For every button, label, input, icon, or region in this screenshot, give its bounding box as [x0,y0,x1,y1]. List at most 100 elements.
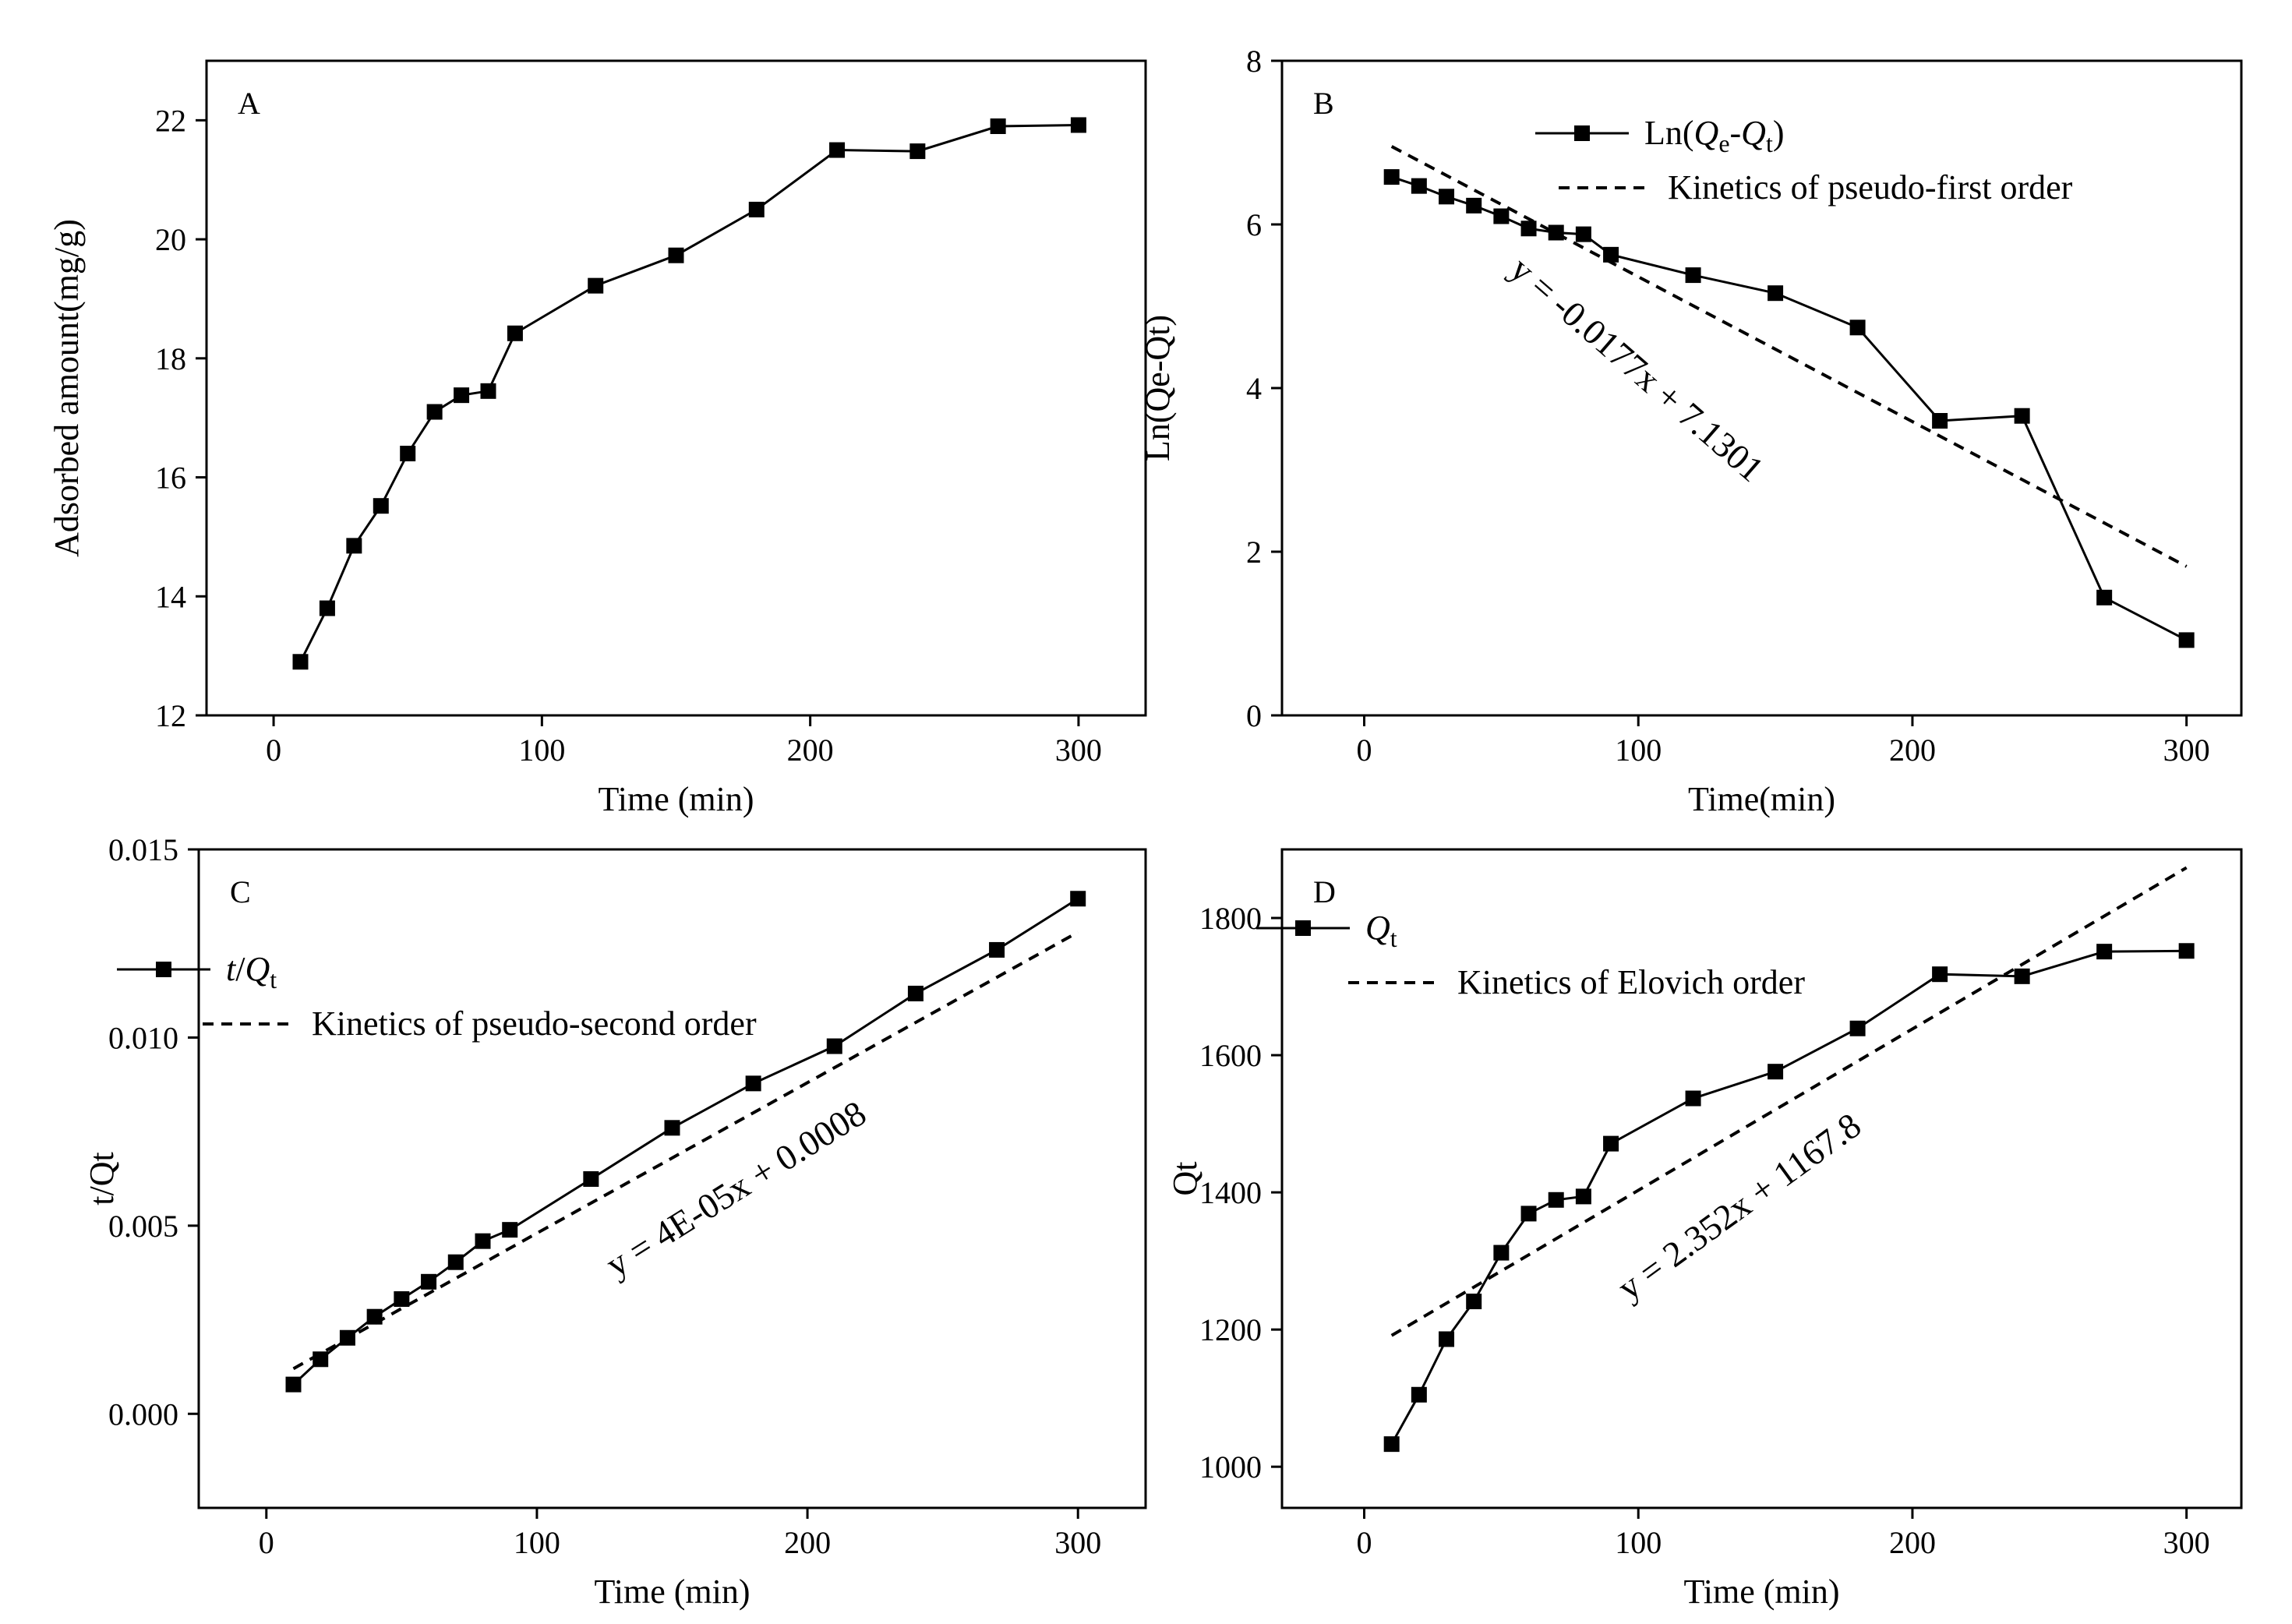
data-point [339,1329,355,1346]
legend-fit-label: Kinetics of pseudo-first order [1668,168,2073,207]
data-point [1493,1244,1510,1261]
plot-frame [205,59,1147,717]
data-point [480,383,496,399]
legend-label-part: e [1718,129,1729,157]
series-line [1390,949,2187,1445]
x-tick-label: 0 [259,1525,274,1560]
series-line [1391,175,2188,641]
x-tick-label: 300 [2163,1525,2210,1560]
data-point [909,143,926,160]
data-point [1493,208,1510,224]
x-tick-label: 0 [266,733,281,768]
data-point [745,1075,761,1092]
data-point [1439,1331,1455,1347]
data-point [1383,1436,1400,1453]
y-axis-label: t/Qt [83,1152,121,1205]
legend-label-part: Q [1694,114,1719,152]
y-tick-label: 4 [1246,371,1262,406]
y-tick-label: 1200 [1199,1312,1262,1347]
data-point [1575,226,1591,242]
panel-d: 0 100 200 300 1000 1200 1400 1600 1800 Time (min)… [1166,848,2243,1611]
data-point [366,1308,383,1325]
data-point [1575,1188,1591,1205]
data-point [1685,267,1701,284]
fit-equation: y = 2.352x + 1167.8 [1610,1105,1868,1308]
data-point [346,538,362,554]
data-point [1070,891,1086,907]
y-tick-label: 0 [1246,698,1262,733]
legend-series-label: t/Qt [226,950,277,994]
y-tick-label: 1000 [1199,1449,1262,1485]
data-point [475,1233,491,1249]
data-point [748,201,765,217]
data-point [1548,224,1564,241]
data-point [588,277,604,294]
y-tick-label: 8 [1246,44,1262,79]
legend-fit-label: Kinetics of Elovich order [1457,963,1805,1001]
x-tick-label: 0 [1357,1525,1372,1560]
y-tick-label: 1800 [1199,901,1262,936]
legend-label-part: Ln( [1644,114,1694,152]
x-tick-label: 200 [1889,733,1936,768]
data-point [1439,189,1455,205]
data-point [668,247,684,263]
data-point [664,1120,680,1136]
data-point [1070,117,1086,133]
data-point [1383,169,1400,185]
data-point [1768,285,1784,302]
x-tick-label: 200 [787,733,834,768]
legend-label-part: t [226,950,237,988]
legend-label-part: Q [1365,909,1390,947]
fit-line [292,930,1079,1371]
panel-letter: A [238,86,260,121]
legend-label-part: - [1730,114,1742,152]
x-tick-label: 300 [1054,1525,1101,1560]
legend-label-part: t [1390,924,1397,952]
data-point [1466,1294,1482,1310]
data-point [1520,1206,1537,1222]
data-point [373,498,389,514]
data-point [447,1254,464,1270]
x-tick-label: 300 [2163,733,2210,768]
x-tick-label: 100 [518,733,565,768]
y-tick-label: 2 [1246,535,1262,570]
data-point [1411,178,1427,194]
data-point [907,985,924,1001]
data-point [2014,408,2030,424]
x-axis-label: Time (min) [598,780,754,818]
legend-series-marker [1574,125,1590,141]
x-tick-label: 0 [1357,733,1372,768]
data-point [1603,246,1619,263]
legend-fit-label: Kinetics of pseudo-second order [312,1004,757,1043]
y-axis-label: Adsorbed amount(mg/g) [48,219,86,557]
x-tick-label: 300 [1055,733,1102,768]
y-axis-label: Ln(Qe-Qt) [1139,315,1177,461]
y-tick-label: 0.015 [108,832,178,867]
fit-equation: y = -0.0177x + 7.1301 [1503,249,1771,489]
data-point [454,387,470,404]
data-point [989,941,1005,958]
y-axis-label: Qt [1166,1162,1204,1196]
legend-label-part: Q [245,950,270,988]
legend-series-marker [156,962,171,977]
x-axis-label: Time(min) [1688,780,1835,818]
data-point [1932,413,1948,429]
x-axis-label: Time (min) [594,1573,750,1611]
legend-label-part: t [270,966,277,994]
y-tick-label: 14 [155,579,186,614]
data-point [1849,320,1866,336]
y-tick-label: 1400 [1199,1175,1262,1210]
x-tick-label: 100 [514,1525,560,1560]
data-point [507,325,523,341]
data-point [826,1038,842,1054]
y-tick-label: 0.000 [108,1396,178,1432]
y-tick-label: 12 [155,698,186,733]
data-point [400,446,416,461]
panel-c: 0 100 200 300 0.000 0.005 0.010 0.015 Time (min)… [83,832,1147,1611]
y-tick-label: 20 [155,222,186,257]
data-point [1685,1090,1701,1107]
series-line [299,123,1079,662]
x-axis-label: Time (min) [1683,1573,1839,1611]
fit-line [1390,145,2188,568]
